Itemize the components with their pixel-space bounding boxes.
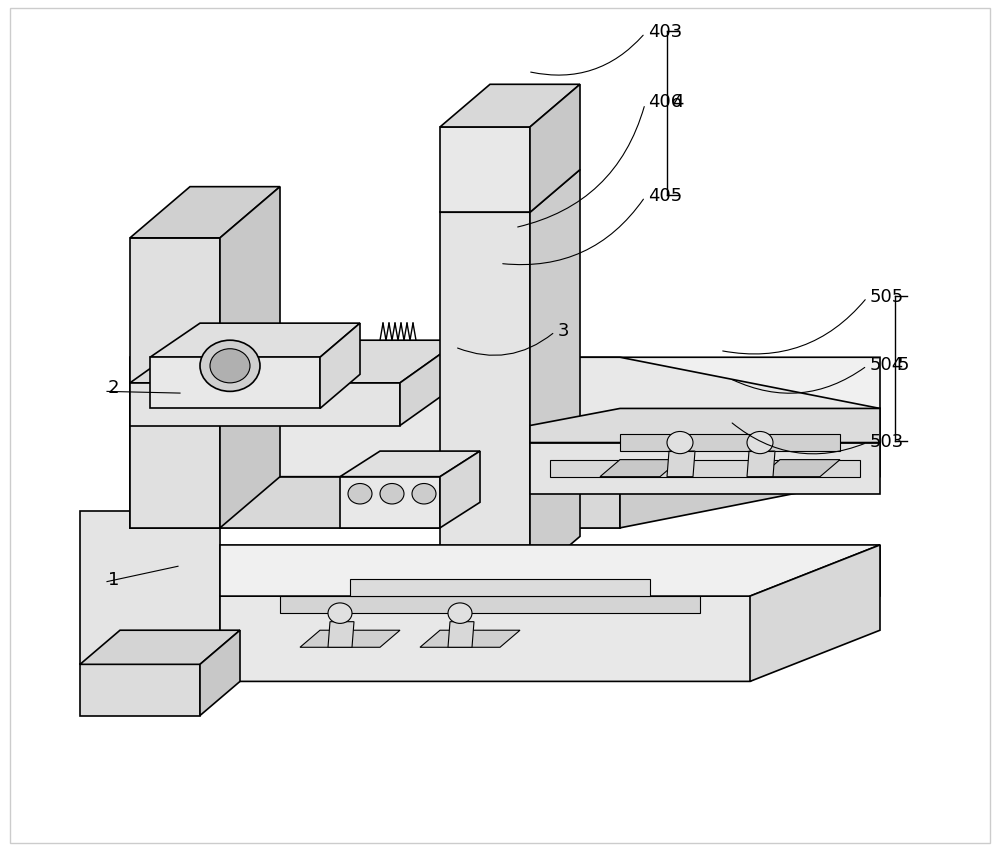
Circle shape (380, 484, 404, 504)
Text: 504: 504 (870, 355, 904, 374)
Text: 3: 3 (558, 321, 570, 340)
Polygon shape (130, 239, 220, 528)
Polygon shape (150, 324, 360, 358)
Polygon shape (280, 596, 700, 613)
Circle shape (328, 603, 352, 624)
Text: 503: 503 (870, 432, 904, 451)
Circle shape (210, 349, 250, 383)
Circle shape (667, 432, 693, 454)
Polygon shape (340, 477, 440, 528)
Polygon shape (380, 613, 580, 639)
Polygon shape (220, 187, 280, 528)
Polygon shape (80, 511, 220, 665)
Polygon shape (440, 85, 580, 128)
Polygon shape (130, 383, 400, 426)
Polygon shape (440, 213, 530, 579)
Circle shape (448, 603, 472, 624)
Polygon shape (747, 452, 775, 477)
Polygon shape (600, 460, 680, 477)
FancyArrowPatch shape (518, 107, 644, 227)
FancyArrowPatch shape (723, 301, 865, 354)
Text: 5: 5 (898, 355, 910, 374)
Polygon shape (440, 170, 580, 213)
Polygon shape (550, 460, 860, 477)
Polygon shape (130, 341, 460, 383)
Polygon shape (580, 571, 640, 639)
Polygon shape (150, 358, 320, 409)
FancyArrowPatch shape (531, 36, 643, 76)
Polygon shape (530, 85, 580, 213)
Polygon shape (340, 452, 480, 477)
Polygon shape (328, 622, 354, 648)
Polygon shape (530, 170, 580, 579)
FancyArrowPatch shape (732, 423, 864, 454)
Polygon shape (420, 630, 520, 648)
Text: 2: 2 (108, 378, 120, 397)
Polygon shape (350, 579, 650, 596)
Polygon shape (750, 545, 880, 682)
Polygon shape (80, 665, 200, 716)
Polygon shape (320, 324, 360, 409)
Circle shape (747, 432, 773, 454)
Polygon shape (448, 622, 474, 648)
Polygon shape (220, 545, 880, 596)
Text: 4: 4 (672, 93, 684, 112)
Text: 505: 505 (870, 287, 904, 306)
Polygon shape (440, 128, 530, 213)
Polygon shape (200, 630, 240, 716)
FancyArrowPatch shape (503, 200, 643, 265)
Polygon shape (80, 630, 240, 665)
Polygon shape (440, 452, 480, 528)
Circle shape (200, 341, 260, 392)
Polygon shape (380, 571, 640, 613)
Text: 405: 405 (648, 187, 682, 205)
Polygon shape (530, 443, 880, 494)
Polygon shape (130, 477, 620, 528)
Polygon shape (130, 187, 280, 239)
Polygon shape (667, 452, 695, 477)
Circle shape (412, 484, 436, 504)
Polygon shape (130, 358, 880, 477)
FancyArrowPatch shape (733, 368, 865, 394)
Polygon shape (400, 341, 460, 426)
Polygon shape (130, 358, 880, 528)
Text: 406: 406 (648, 93, 682, 112)
Polygon shape (530, 409, 880, 443)
FancyArrowPatch shape (458, 334, 553, 356)
Text: 1: 1 (108, 570, 119, 589)
Polygon shape (220, 545, 880, 682)
Circle shape (348, 484, 372, 504)
Polygon shape (620, 435, 840, 452)
Polygon shape (300, 630, 400, 648)
Polygon shape (620, 409, 880, 528)
Polygon shape (760, 460, 840, 477)
Text: 403: 403 (648, 23, 682, 42)
